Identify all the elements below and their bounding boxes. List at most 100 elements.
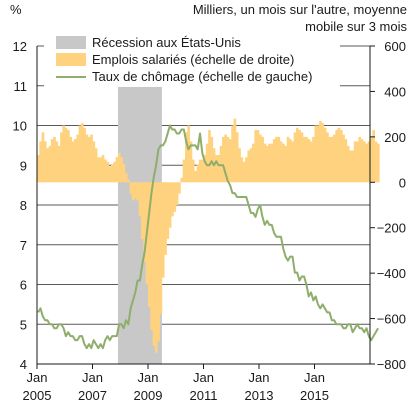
bar [161,182,165,278]
x-tick-label-month: Jan [304,370,325,385]
bar [252,143,255,183]
bar [203,155,207,183]
right-tick-label: −800 [377,357,406,372]
bar [185,132,188,183]
legend-swatch-recession [56,36,86,49]
bar [291,141,295,183]
bar [106,161,110,183]
bar [97,157,100,183]
bar [356,141,359,183]
bar [178,182,181,194]
bar [351,150,355,183]
bar [55,141,59,183]
bar [90,134,93,183]
bar [309,141,313,183]
bar [284,145,288,183]
x-tick-label-month: Jan [138,370,159,385]
bar [120,157,123,183]
bar [374,141,378,183]
bar [235,132,239,183]
bar [238,148,241,183]
bar [83,127,86,183]
bar [217,155,221,183]
right-tick-label: −200 [377,221,406,236]
bar [321,123,325,183]
bar [196,164,200,183]
bar [365,143,369,183]
right-tick-label: 400 [384,84,406,99]
bar [242,161,246,183]
bar [141,182,144,240]
bar [131,182,135,201]
bar [307,139,311,183]
bar [104,159,107,183]
bar [148,182,151,308]
bar [159,182,163,315]
bar [326,132,329,183]
bar [134,182,137,199]
bar [298,130,301,183]
bar [339,130,343,183]
bar [62,125,66,183]
bar [187,125,190,183]
bar [224,134,227,183]
bar [67,130,70,183]
bar [113,161,116,183]
bar [314,125,318,183]
left-tick-label: 12 [13,39,27,54]
bar [263,143,267,183]
bar [372,130,375,183]
left-tick-label: 10 [13,119,27,134]
bar [46,148,49,183]
bar [76,134,79,183]
bar [268,143,271,183]
bar [87,136,91,183]
bar [282,143,285,183]
bar [99,157,103,183]
bar [39,141,42,183]
right-tick-label: −600 [377,312,406,327]
bar [296,127,299,183]
line-series [37,124,379,350]
bar [330,136,334,183]
bar [136,182,140,201]
bar [37,155,40,183]
axis-titles: % Milliers, un mois sur l'autre, moyenne m… [10,2,407,34]
bar [346,145,350,183]
legend-label-jobs: Emplois salariés (échelle de droite) [92,52,294,67]
x-tick-label-month: Jan [249,370,270,385]
bar [138,182,142,217]
bar [78,125,82,183]
bar [69,136,73,183]
x-tick-label-year: 2005 [23,388,52,403]
legend-background [44,33,340,87]
bar [367,141,371,183]
bar [226,136,230,183]
right-axis-title-line1: Milliers, un mois sur l'autre, moyenne [193,2,407,17]
bar [302,136,306,183]
bar [129,182,133,194]
unemployment-line [37,124,379,350]
bar [270,143,274,183]
bar [74,139,77,183]
bar [124,173,128,183]
bar [286,136,290,183]
bar [272,139,276,183]
bar [259,134,262,183]
bar [189,141,193,183]
bar [50,139,54,183]
bar-series [37,118,380,353]
bar [300,132,304,183]
bar [154,182,158,353]
bar [60,132,63,183]
bar [231,125,234,183]
bar [275,136,278,183]
bar [201,159,204,183]
left-tick-label: 9 [20,158,27,173]
bar [143,182,147,262]
right-axis-title-line2: mobile sur 3 mois [305,19,407,34]
bar [219,145,223,183]
x-tick-label-year: 2009 [134,388,163,403]
bar [210,136,214,183]
